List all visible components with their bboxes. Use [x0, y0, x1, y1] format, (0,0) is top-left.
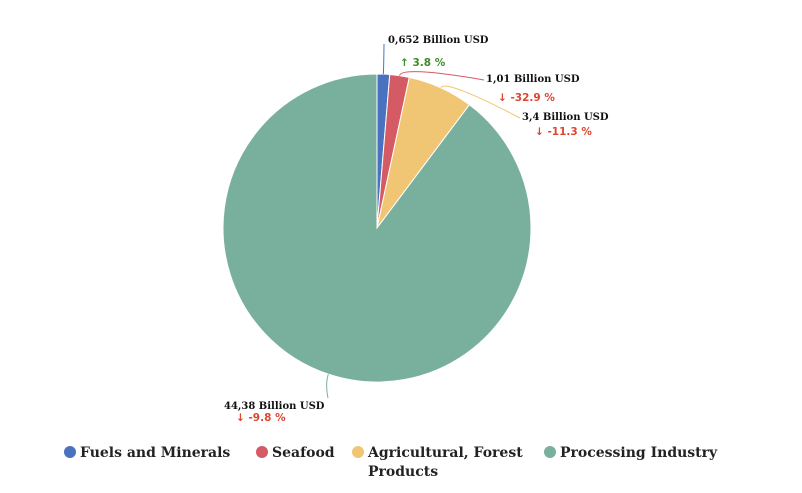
legend-marker — [64, 446, 76, 458]
leader-line — [382, 43, 385, 75]
leader-line — [440, 85, 521, 119]
change-label: ↓ -11.3 % — [535, 126, 592, 138]
leader-line — [326, 373, 329, 399]
change-label: ↓ -9.8 % — [236, 412, 286, 424]
value-label: 1,01 Billion USD — [486, 74, 580, 85]
legend-label: Seafood — [272, 445, 335, 461]
change-label: ↓ -32.9 % — [498, 92, 555, 104]
value-label: 0,652 Billion USD — [388, 35, 489, 46]
legend-marker — [352, 446, 364, 458]
legend-marker — [256, 446, 268, 458]
legend-label: Fuels and Minerals — [80, 445, 230, 461]
legend-label: Processing Industry — [560, 445, 718, 461]
legend-marker — [544, 446, 556, 458]
leader-line — [399, 71, 485, 81]
value-label: 3,4 Billion USD — [522, 112, 609, 123]
pie-slice — [222, 73, 532, 383]
legend-label: Agricultural, Forest Products — [367, 445, 523, 480]
change-label: ↑ 3.8 % — [400, 57, 446, 69]
value-label: 44,38 Billion USD — [224, 401, 325, 412]
